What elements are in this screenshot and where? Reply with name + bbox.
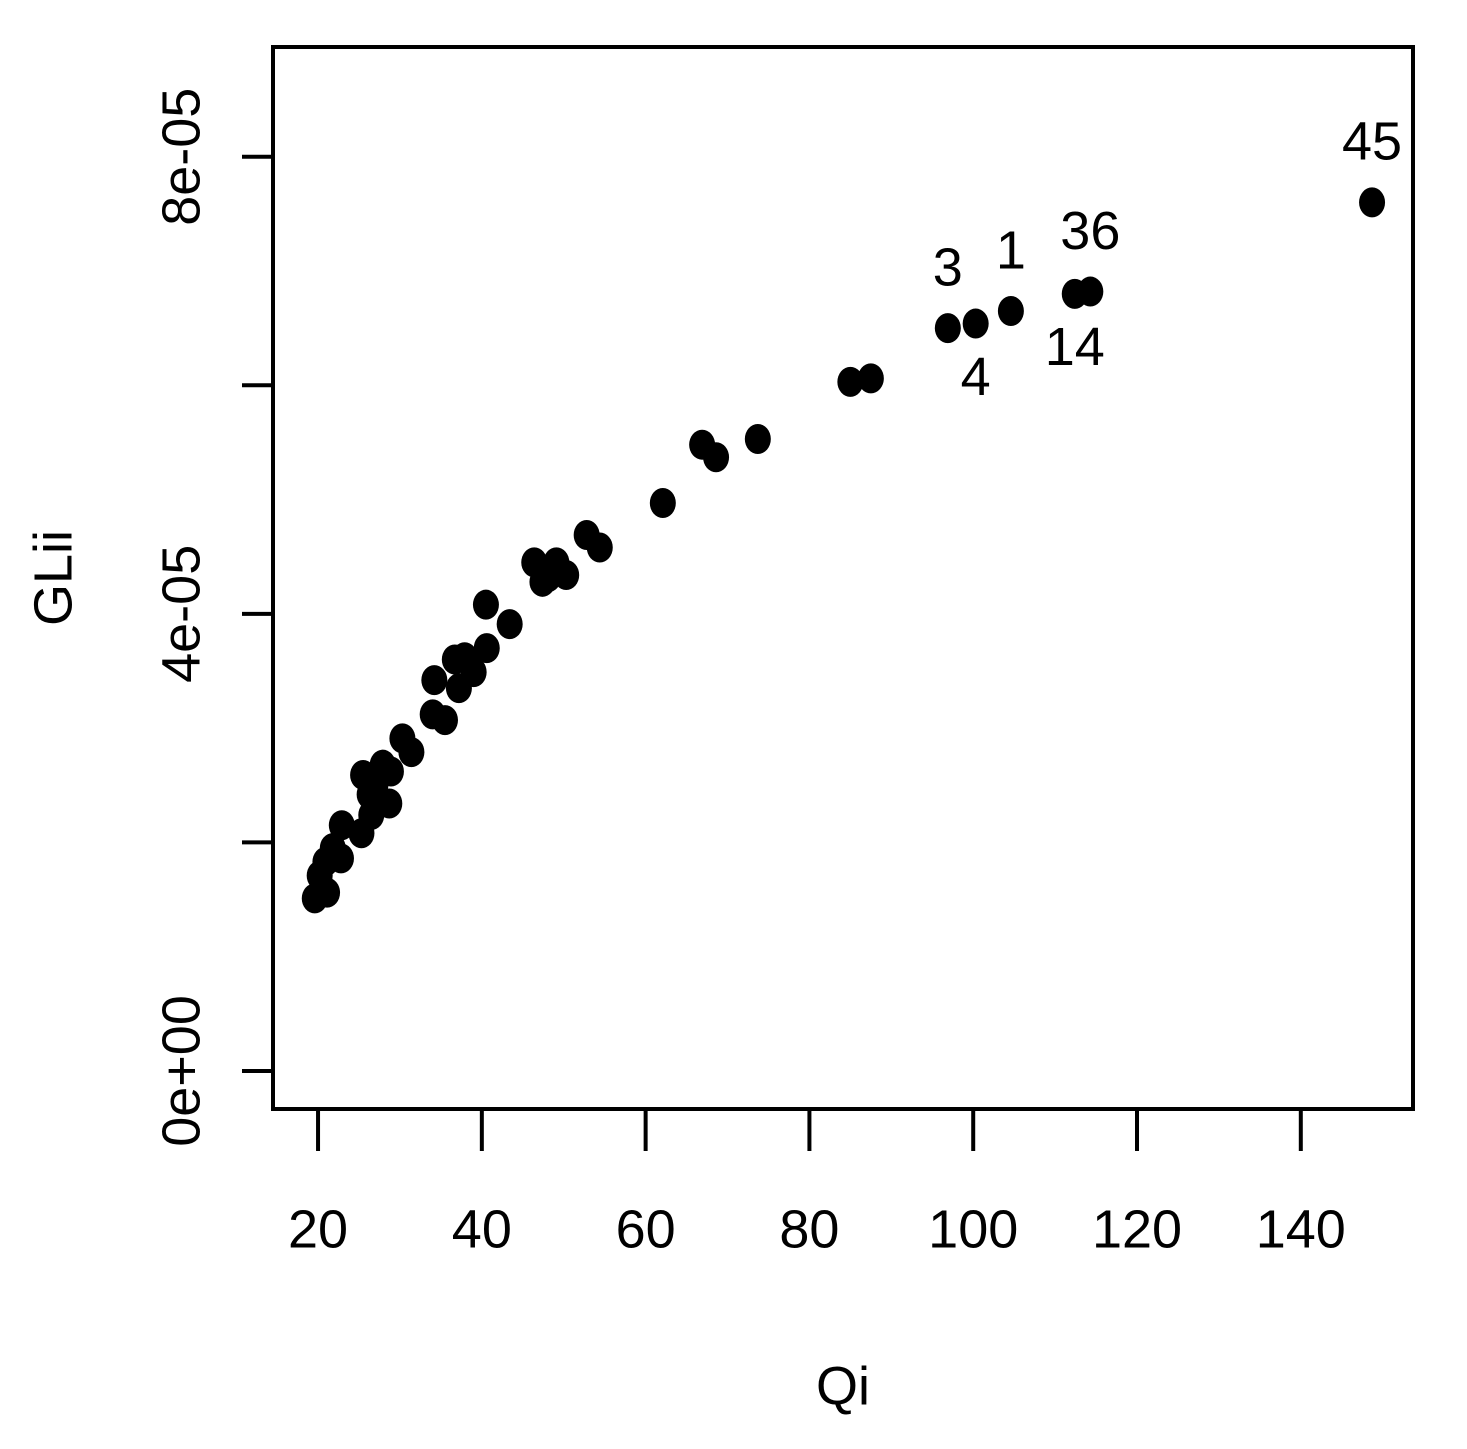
point-label: 1 xyxy=(996,220,1026,280)
point xyxy=(398,737,425,768)
point xyxy=(472,589,499,620)
point xyxy=(460,657,487,688)
x-tick-label: 40 xyxy=(452,1199,512,1259)
y-tick-label: 4e-05 xyxy=(151,545,211,683)
x-axis-label: Qi xyxy=(816,1356,870,1416)
point xyxy=(586,532,613,563)
point xyxy=(857,363,884,394)
point xyxy=(1359,187,1386,218)
plot-frame xyxy=(271,45,1415,1111)
x-tick-label: 120 xyxy=(1092,1199,1182,1259)
point-label: 3 xyxy=(933,237,963,297)
point xyxy=(328,810,355,841)
x-tick-label: 140 xyxy=(1256,1199,1346,1259)
point xyxy=(421,665,448,696)
point xyxy=(327,843,354,874)
point xyxy=(997,295,1024,326)
y-tick-label: 0e+00 xyxy=(151,995,211,1147)
y-tick-label: 8e-05 xyxy=(151,88,211,226)
x-tick-label: 60 xyxy=(616,1199,676,1259)
x-tick-label: 20 xyxy=(288,1199,348,1259)
point xyxy=(837,366,864,397)
point xyxy=(431,705,458,736)
point-label: 36 xyxy=(1060,201,1120,261)
x-tick-label: 80 xyxy=(779,1199,839,1259)
point xyxy=(934,313,961,344)
point xyxy=(649,487,676,518)
point-label: 45 xyxy=(1342,112,1402,172)
point xyxy=(496,609,523,640)
point xyxy=(962,308,989,339)
point xyxy=(703,442,730,473)
point xyxy=(473,633,500,664)
point xyxy=(1077,276,1104,307)
point-label: 4 xyxy=(961,347,991,407)
point xyxy=(553,559,580,590)
point xyxy=(377,756,404,787)
y-axis-label: GLii xyxy=(23,530,83,626)
x-tick-label: 100 xyxy=(928,1199,1018,1259)
point xyxy=(744,423,771,454)
point-label: 14 xyxy=(1045,317,1105,377)
